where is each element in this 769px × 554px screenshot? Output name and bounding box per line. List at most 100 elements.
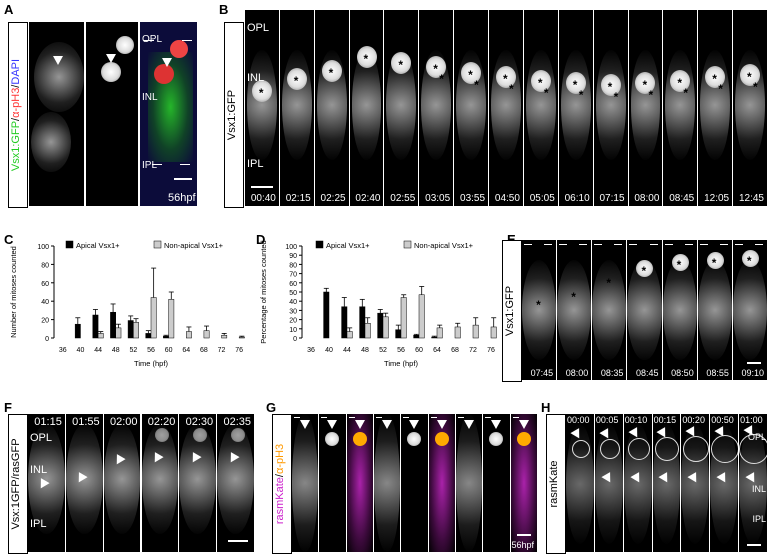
- x-tick-label: 72: [469, 347, 477, 354]
- ph3-cell: [516, 432, 531, 446]
- timestamp: 03:05: [425, 193, 451, 204]
- star-marker: *: [578, 88, 584, 102]
- star-marker: *: [642, 78, 648, 92]
- cell-body: [600, 74, 621, 96]
- timelapse-frame: * * 03:55: [454, 10, 489, 206]
- panel-b-letter: B: [219, 2, 229, 17]
- y-tick-label: 40: [41, 299, 49, 306]
- timelapse-frame: * * 08:45: [663, 10, 698, 206]
- panel-g-side-box: rasmKate/α-pH3: [272, 414, 292, 554]
- bar: [74, 323, 81, 339]
- star-marker: *: [718, 82, 723, 96]
- cell-body: [325, 432, 340, 446]
- timelapse-frame: * 08:55: [697, 240, 732, 380]
- bar: [418, 294, 425, 339]
- star-marker: *: [676, 258, 682, 272]
- x-tick-label: 36: [307, 347, 315, 354]
- bar: [168, 299, 175, 339]
- panel-a-frame-ph3: [86, 22, 138, 206]
- cell-body: [154, 428, 169, 442]
- panel-b-side-box: Vsx1:GFP: [224, 22, 244, 208]
- arrowhead-icon: [53, 56, 63, 65]
- panel-b-side-label: Vsx1:GFP: [226, 89, 238, 141]
- timestamp: 02:40: [355, 193, 381, 204]
- timelapse-frame: * * 07:15: [593, 10, 628, 206]
- star-marker: *: [607, 80, 613, 94]
- layer-label: OPL: [747, 432, 766, 442]
- panel-g-side-label: rasmKate/α-pH3: [274, 415, 290, 553]
- arrowhead-icon: [464, 420, 475, 429]
- layer-label: INL: [30, 464, 48, 476]
- label-ph3: α-pH3: [274, 443, 286, 475]
- y-tick-label: 0: [293, 336, 297, 343]
- y-tick-label: 20: [289, 318, 297, 325]
- arrowhead-icon: [382, 420, 393, 429]
- timelapse-frame: * * 08:00: [628, 10, 663, 206]
- cell-body: [489, 432, 504, 446]
- x-tick-label: 48: [361, 347, 369, 354]
- star-marker: *: [363, 52, 369, 66]
- x-tick-label: 56: [397, 347, 405, 354]
- y-tick-label: 0: [45, 336, 49, 343]
- star-marker: *: [293, 74, 299, 88]
- star-marker: *: [398, 58, 404, 72]
- scale-bar: [746, 544, 761, 546]
- star-marker: *: [439, 72, 444, 86]
- scale-bar: [516, 534, 531, 536]
- stage-label: 56hpf: [168, 192, 196, 204]
- star-marker: *: [536, 298, 541, 312]
- y-tick-label: 50: [289, 290, 297, 297]
- panel-a-side-box: Vsx1:GFP/α-pH3/DAPI: [8, 22, 28, 208]
- star-marker: *: [606, 276, 612, 290]
- cell-body: [407, 432, 422, 446]
- timestamp: 01:55: [72, 416, 100, 428]
- star-marker: *: [508, 82, 514, 96]
- label-dapi: DAPI: [10, 58, 22, 85]
- layer-label: IPL: [30, 518, 47, 530]
- y-tick-label: 100: [285, 244, 297, 251]
- cell-body: [192, 428, 207, 442]
- star-marker: *: [537, 76, 543, 90]
- panel-h-side-label: rasmKate: [548, 460, 560, 508]
- cell-outline: [739, 434, 767, 464]
- cell-body: [740, 64, 761, 86]
- timestamp: 02:00: [109, 416, 138, 428]
- timelapse-frame: 02:35: [217, 414, 254, 552]
- cell-outline: [655, 437, 680, 461]
- timelapse-frame: 00:20: [681, 414, 710, 552]
- legend-swatch: [153, 240, 162, 249]
- legend-label: Apical Vsx1+: [326, 241, 370, 250]
- timestamp: 12:05: [704, 193, 730, 204]
- timelapse-frame: * * 12:45: [733, 10, 767, 206]
- x-tick-label: 56: [147, 347, 155, 354]
- cell-body: [530, 70, 551, 92]
- label-sep: /: [274, 474, 286, 478]
- bar: [413, 334, 420, 339]
- arrowhead-icon: [300, 420, 311, 429]
- x-tick-label: 60: [165, 347, 173, 354]
- x-tick-label: 52: [379, 347, 387, 354]
- panel-e-letter: E: [507, 232, 516, 247]
- timelapse-frame: 02:30: [179, 414, 217, 552]
- star-marker: *: [753, 80, 758, 94]
- timestamp: 00:50: [711, 415, 734, 425]
- bar: [400, 297, 407, 339]
- ph3-cell: [352, 432, 367, 446]
- timestamp: 00:40: [250, 193, 276, 204]
- y-axis-label: Number of mitoses counted: [9, 246, 18, 338]
- bar: [110, 311, 116, 339]
- timelapse-frame: 01:00 OPL INL IPL: [739, 414, 767, 552]
- arrowhead-icon: [409, 420, 420, 429]
- x-tick-label: 68: [200, 347, 208, 354]
- panel-c-letter: C: [4, 232, 14, 247]
- y-tick-label: 100: [37, 244, 49, 251]
- panel-d-chart: 0 10 20 30 40 50 60 70 80 90 100 Percentage of mito…: [259, 240, 497, 368]
- x-tick-label: 64: [433, 347, 441, 354]
- cell-body: [565, 72, 586, 94]
- star-marker: *: [571, 290, 576, 304]
- timestamp: 00:10: [624, 415, 648, 425]
- layer-opl: OPL: [142, 34, 163, 45]
- x-axis-label: Time (hpf): [134, 359, 168, 368]
- timelapse-frame: * * 05:05: [523, 10, 558, 206]
- timelapse-frame: * 08:50: [662, 240, 697, 380]
